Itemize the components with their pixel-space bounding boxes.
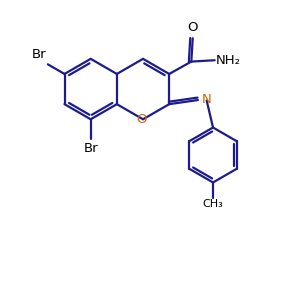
Text: N: N [202,93,212,106]
Text: O: O [136,113,147,126]
Text: O: O [188,20,198,34]
Text: CH₃: CH₃ [203,199,223,209]
Text: Br: Br [83,142,98,155]
Text: NH₂: NH₂ [216,54,241,67]
Text: Br: Br [32,48,46,61]
